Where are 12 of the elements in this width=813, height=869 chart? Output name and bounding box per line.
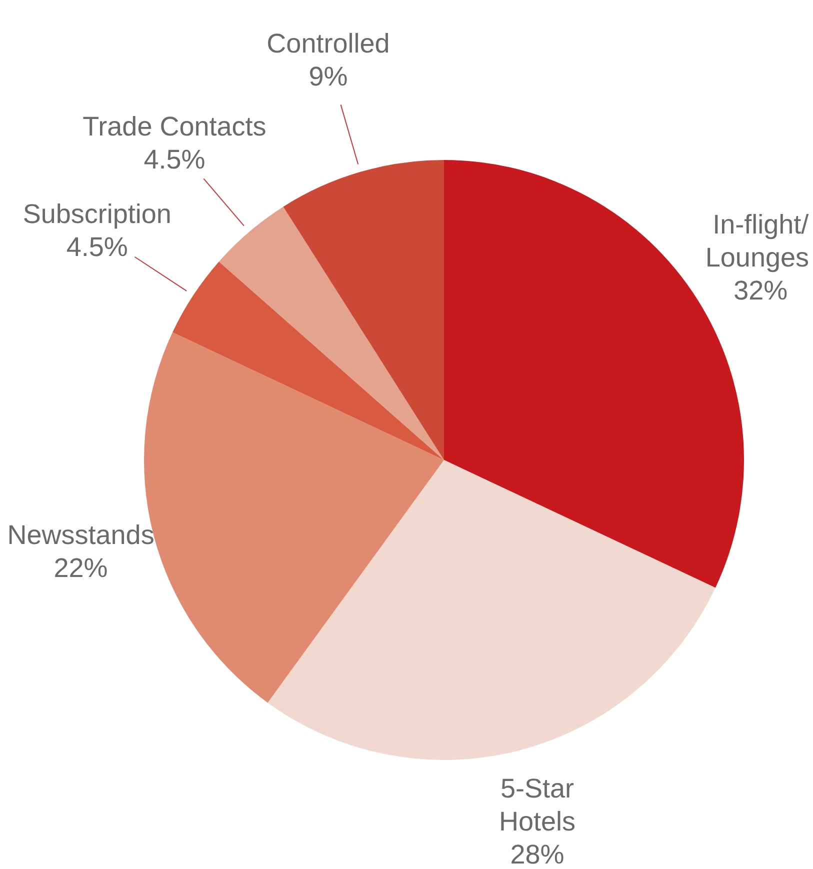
slice-label: Newsstands bbox=[7, 520, 154, 550]
data-label: 28% bbox=[510, 840, 564, 869]
slice-label: Controlled bbox=[266, 28, 390, 58]
data-label: 22% bbox=[54, 553, 108, 584]
data-label: 4.5% bbox=[66, 232, 128, 262]
data-label: 4.5% bbox=[144, 144, 206, 174]
slice-label: Trade Contacts bbox=[82, 111, 266, 142]
slice-label: 5-Star Hotels bbox=[498, 774, 576, 837]
data-label: 9% bbox=[308, 61, 348, 92]
data-label: 32% bbox=[734, 276, 788, 306]
slice-label: Subscription bbox=[22, 199, 172, 230]
slice-label: In-flight/ Lounges bbox=[705, 210, 810, 273]
